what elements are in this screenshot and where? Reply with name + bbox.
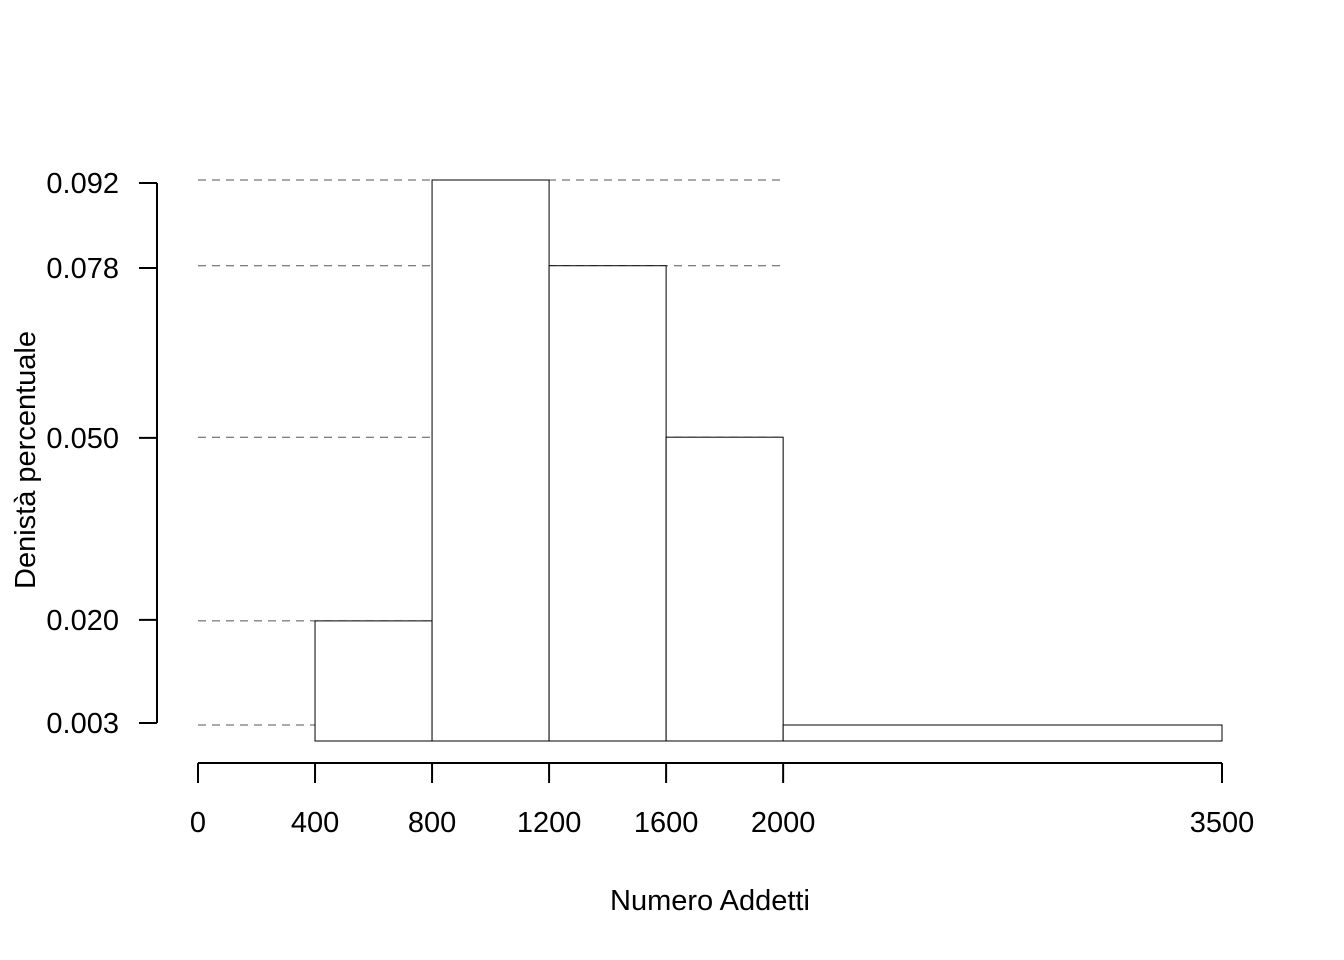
- x-tick-label: 800: [408, 807, 456, 839]
- y-tick-label: 0.092: [46, 168, 119, 200]
- x-axis-title: Numero Addetti: [610, 885, 810, 917]
- x-tick-label: 2000: [751, 807, 816, 839]
- y-tick-label: 0.020: [46, 605, 119, 637]
- x-tick-label: 1600: [634, 807, 699, 839]
- x-tick-label: 0: [190, 807, 206, 839]
- histogram-bar: [548, 265, 667, 742]
- y-tick-label: 0.078: [46, 253, 119, 285]
- histogram-bar: [782, 724, 1223, 742]
- y-tick-label: 0.003: [46, 708, 119, 740]
- x-tick-label: 3500: [1190, 807, 1255, 839]
- y-axis-title: Denistà percentuale: [10, 331, 42, 589]
- x-axis: 0 400 800 1200 1600 2000 3500: [190, 762, 1255, 839]
- x-tick-label: 400: [291, 807, 339, 839]
- histogram-bar: [665, 436, 784, 742]
- x-tick-label: 1200: [517, 807, 582, 839]
- histogram-bar: [431, 179, 550, 742]
- y-axis: 0.003 0.020 0.050 0.078 0.092: [46, 168, 158, 740]
- y-tick-label: 0.050: [46, 423, 119, 455]
- histogram-bar: [314, 620, 433, 742]
- histogram-bars: [314, 179, 1223, 742]
